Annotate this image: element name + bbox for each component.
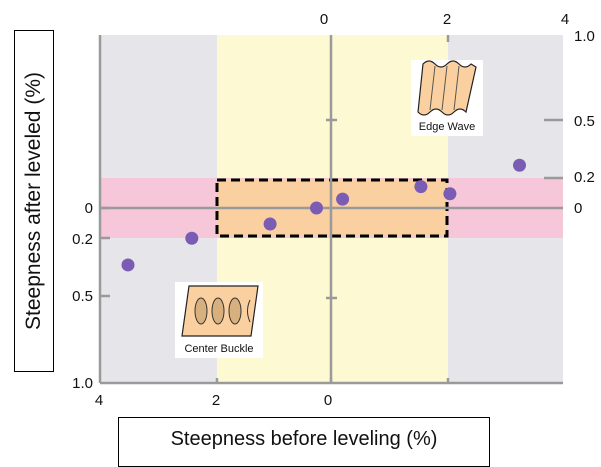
- bottom-x-tick-label-4: 4: [95, 392, 103, 409]
- left-y-tick-label-0: 0: [85, 200, 93, 217]
- bottom-x-tick-label-2: 2: [212, 392, 220, 409]
- edge-wave-icon: [417, 60, 477, 116]
- right-y-tick-label-0.5: 0.5: [574, 113, 595, 130]
- edge-wave-label: Edge Wave: [419, 121, 475, 133]
- data-point-4: [310, 201, 323, 215]
- right-y-tick-label-0.2: 0.2: [574, 169, 595, 186]
- data-point-1: [121, 258, 135, 272]
- top-x-tick-label-0: 0: [320, 11, 328, 28]
- right-y-tick-label-1.0: 1.0: [574, 28, 595, 45]
- data-point-3: [263, 217, 277, 231]
- center-buckle-bulge-1: [211, 297, 225, 325]
- center-buckle-label: Center Buckle: [184, 343, 253, 355]
- edge-wave-fold-0: [429, 65, 436, 111]
- data-point-2: [185, 231, 199, 245]
- bottom-x-tick-label-0: 0: [324, 392, 332, 409]
- y-axis-label: Steepness after leveled (%): [22, 72, 45, 330]
- x-axis-label: Steepness before leveling (%): [170, 428, 438, 450]
- data-point-6: [414, 180, 428, 194]
- steepness-chart: 4 2 0 0 2 4 0 0.2 0.5 1.0 1.0 0.5 0.2 0 Edge Wave Cent…: [72, 11, 595, 409]
- right-y-tick-label-0: 0: [574, 200, 582, 217]
- center-buckle-edge: [247, 299, 251, 323]
- edge-wave-fold-2: [453, 65, 460, 111]
- top-x-tick-label-2: 2: [443, 11, 451, 28]
- center-buckle-bulge-2: [228, 297, 242, 325]
- data-point-7: [443, 187, 457, 201]
- left-y-tick-label-0.2: 0.2: [72, 231, 93, 248]
- left-y-tick-label-1.0: 1.0: [72, 375, 93, 392]
- edge-wave-fold-1: [441, 65, 448, 111]
- data-point-5: [336, 192, 350, 206]
- data-points: [121, 158, 526, 272]
- left-y-tick-label-0.5: 0.5: [72, 288, 93, 305]
- shape-icons: Edge Wave Center Buckle: [175, 60, 483, 358]
- x-axis-label-box: Steepness before leveling (%): [118, 417, 490, 467]
- y-axis-label-box: Steepness after leveled (%): [14, 30, 54, 372]
- data-point-8: [513, 158, 526, 172]
- center-buckle-bulge-0: [194, 297, 208, 325]
- top-x-tick-label-4: 4: [561, 11, 569, 28]
- tick-labels: 4 2 0 0 2 4 0 0.2 0.5 1.0 1.0 0.5 0.2 0: [72, 11, 595, 409]
- chart-axes: [98, 35, 563, 385]
